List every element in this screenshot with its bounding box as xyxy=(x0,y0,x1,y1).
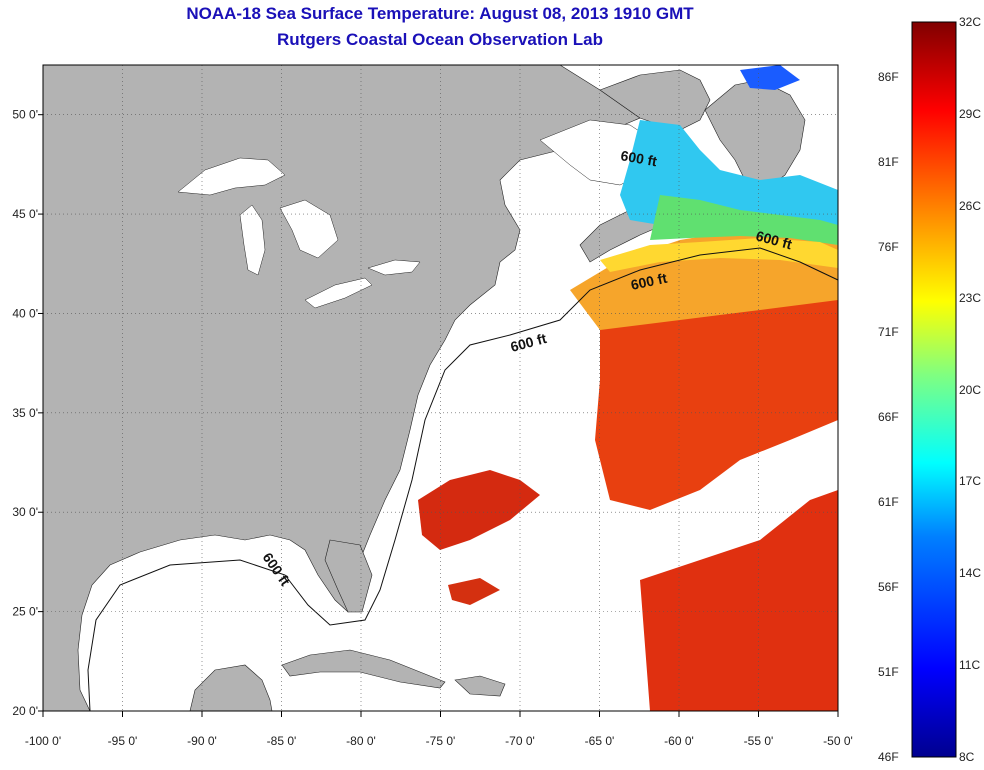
y-tick-label: 35 0' xyxy=(12,406,38,420)
y-tick-label: 30 0' xyxy=(12,505,38,519)
x-axis-ticks: -100 0' -95 0' -90 0' -85 0' -80 0' -75 0' -70… xyxy=(25,711,853,748)
y-tick-label: 25 0' xyxy=(12,605,38,619)
colorbar-fahrenheit-label: 56F xyxy=(878,580,899,594)
lake-superior xyxy=(177,157,286,196)
sst-cold-labrador xyxy=(740,65,800,90)
sst-red-east xyxy=(595,300,838,510)
colorbar-celsius-label: 8C xyxy=(959,750,975,764)
colorbar-fahrenheit-label: 86F xyxy=(878,70,899,84)
colorbar-celsius-label: 26C xyxy=(959,198,982,213)
sst-red-small xyxy=(448,578,500,605)
map-title: NOAA-18 Sea Surface Temperature: August … xyxy=(186,4,694,23)
colorbar xyxy=(911,21,957,758)
x-tick-label: -70 0' xyxy=(505,734,535,748)
y-axis-ticks: 50 0' 45 0' 40 0' 35 0' 30 0' 25 0' 20 0' xyxy=(12,108,43,718)
y-tick-label: 40 0' xyxy=(12,306,38,320)
x-tick-label: -90 0' xyxy=(187,734,217,748)
contour-label: 600 ft xyxy=(619,147,658,169)
x-tick-label: -55 0' xyxy=(744,734,774,748)
x-tick-label: -50 0' xyxy=(823,734,853,748)
colorbar-celsius-label: 23C xyxy=(959,290,982,305)
x-tick-label: -100 0' xyxy=(25,734,61,748)
land-yucatan xyxy=(189,664,273,711)
lake-ontario xyxy=(367,259,421,276)
map-subtitle: Rutgers Coastal Ocean Observation Lab xyxy=(277,30,603,49)
colorbar-celsius-label: 11C xyxy=(959,658,981,673)
x-tick-label: -60 0' xyxy=(664,734,694,748)
colorbar-fahrenheit-label: 81F xyxy=(878,155,899,169)
colorbar-fahrenheit-label: 71F xyxy=(878,325,899,339)
lake-michigan xyxy=(239,204,266,276)
colorbar-celsius-label: 32C xyxy=(959,15,982,29)
colorbar-fahrenheit-label: 61F xyxy=(878,495,899,509)
sst-yellow-band xyxy=(600,238,838,272)
x-tick-label: -75 0' xyxy=(426,734,456,748)
colorbar-fahrenheit-label: 51F xyxy=(878,665,899,679)
colorbar-celsius-label: 29C xyxy=(959,106,982,121)
y-tick-label: 45 0' xyxy=(12,207,38,221)
y-tick-label: 20 0' xyxy=(12,704,38,718)
sst-red-southeast xyxy=(640,490,838,711)
x-tick-label: -95 0' xyxy=(108,734,138,748)
land-north-america xyxy=(43,65,641,711)
colorbar-celsius-label: 20C xyxy=(959,382,982,397)
colorbar-fahrenheit-label: 46F xyxy=(878,750,899,764)
land-hispaniola xyxy=(454,675,506,697)
x-tick-label: -65 0' xyxy=(585,734,615,748)
colorbar-fahrenheit-label: 66F xyxy=(878,410,899,424)
lake-erie xyxy=(304,277,373,309)
sst-red-patch-west xyxy=(418,470,540,550)
sst-green-north xyxy=(650,195,838,245)
x-tick-label: -80 0' xyxy=(346,734,376,748)
x-tick-label: -85 0' xyxy=(267,734,297,748)
land-cuba xyxy=(281,649,446,689)
depth-contour-600ft xyxy=(87,247,839,712)
colorbar-celsius-label: 14C xyxy=(959,566,982,581)
land-florida xyxy=(324,539,373,613)
lake-huron xyxy=(279,199,339,259)
y-tick-label: 50 0' xyxy=(12,108,38,122)
contour-label: 600 ft xyxy=(629,270,668,293)
colorbar-celsius-label: 17C xyxy=(959,474,982,489)
colorbar-fahrenheit-label: 76F xyxy=(878,240,899,254)
